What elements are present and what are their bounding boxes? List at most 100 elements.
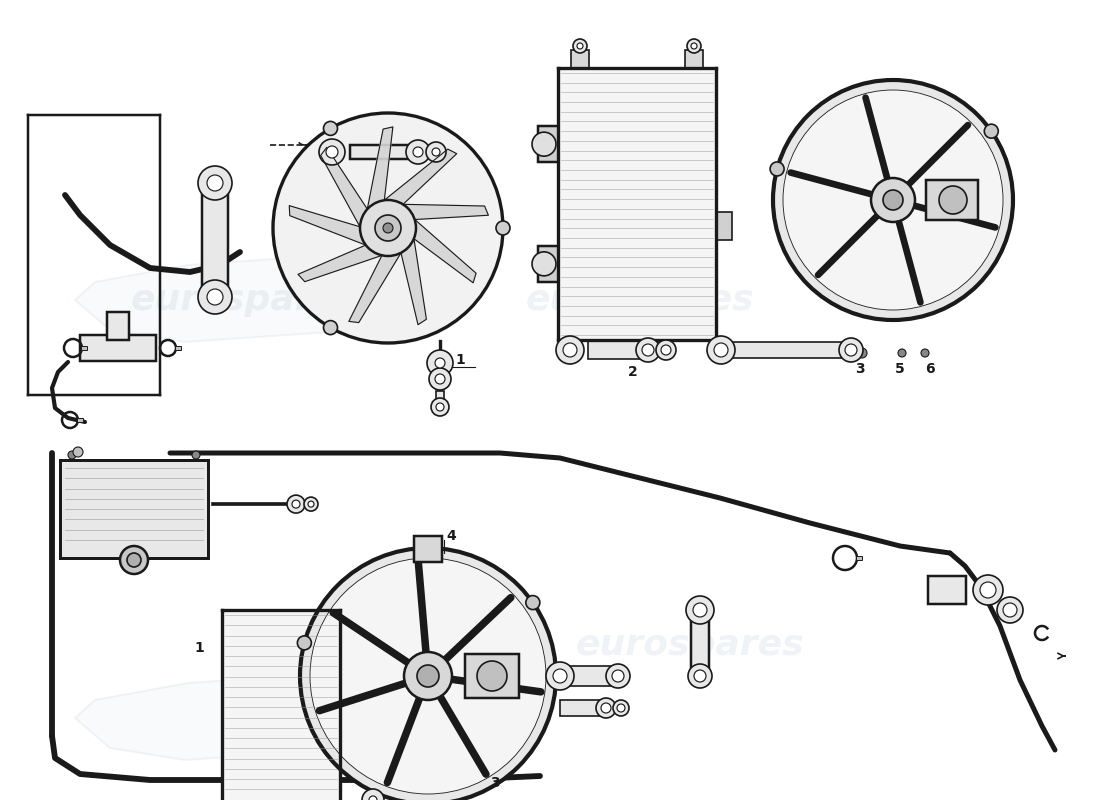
Text: eurospares: eurospares [526,283,755,317]
Circle shape [661,345,671,355]
Bar [856,556,862,560]
Circle shape [431,398,449,416]
Circle shape [404,652,452,700]
Bar [926,180,978,220]
Circle shape [773,80,1013,320]
Polygon shape [321,147,367,229]
Circle shape [323,122,338,135]
Circle shape [636,338,660,362]
Circle shape [68,451,76,459]
Circle shape [532,132,556,156]
Circle shape [974,575,1003,605]
Bar [571,50,588,68]
Bar [716,212,732,240]
Circle shape [997,597,1023,623]
Text: 4: 4 [446,529,455,543]
Circle shape [383,223,393,233]
Circle shape [578,43,583,49]
Circle shape [297,636,311,650]
Bar [81,346,87,350]
Circle shape [839,338,864,362]
Text: eurospares: eurospares [226,628,454,662]
Polygon shape [75,673,495,760]
Circle shape [427,350,453,376]
Text: 5: 5 [895,362,905,376]
Circle shape [198,280,232,314]
Circle shape [426,142,446,162]
Bar [436,391,444,403]
Circle shape [770,162,784,176]
Bar [558,68,716,340]
Circle shape [362,789,384,800]
Circle shape [980,582,996,598]
Circle shape [642,344,654,356]
Circle shape [686,596,714,624]
Circle shape [432,148,440,156]
Bar [560,700,602,716]
Circle shape [496,221,510,235]
Circle shape [921,349,929,357]
Circle shape [207,175,223,191]
Circle shape [436,403,444,411]
Polygon shape [383,149,456,205]
Text: 6: 6 [925,362,935,376]
Text: 3: 3 [855,362,865,376]
Circle shape [198,166,232,200]
Circle shape [617,704,625,712]
Circle shape [783,90,1003,310]
Polygon shape [366,127,393,211]
Circle shape [612,670,624,682]
Circle shape [207,289,223,305]
Circle shape [326,146,338,158]
Bar [928,576,966,604]
Circle shape [323,321,338,334]
Circle shape [434,358,446,368]
Circle shape [292,500,300,508]
Polygon shape [400,204,488,219]
Circle shape [606,664,630,688]
Circle shape [526,595,540,610]
Text: 1: 1 [455,353,464,367]
Circle shape [939,186,967,214]
Bar [175,346,182,350]
Circle shape [120,546,148,574]
Polygon shape [298,245,384,282]
Circle shape [596,698,616,718]
Bar [685,50,703,68]
Circle shape [553,669,566,683]
Circle shape [300,548,556,800]
Bar [560,666,615,686]
Bar [718,342,848,358]
Bar [588,341,643,359]
Circle shape [691,43,697,49]
Circle shape [656,340,676,360]
Bar [414,536,442,562]
Bar [80,335,156,361]
Circle shape [1003,603,1018,617]
Circle shape [883,190,903,210]
Circle shape [429,368,451,390]
Circle shape [273,113,503,343]
Bar [350,145,412,159]
Circle shape [857,348,867,358]
Bar [691,610,710,672]
Text: 3: 3 [490,776,499,790]
Circle shape [898,349,906,357]
Circle shape [601,703,610,713]
Circle shape [287,495,305,513]
Circle shape [694,670,706,682]
Text: 1: 1 [194,641,204,655]
Bar [77,418,82,422]
Circle shape [714,343,728,357]
Circle shape [707,336,735,364]
Polygon shape [412,218,476,282]
Polygon shape [349,251,403,322]
Circle shape [310,558,546,794]
Bar [202,185,228,295]
Bar [465,654,519,698]
Polygon shape [289,206,367,246]
Text: eurospares: eurospares [575,628,804,662]
Bar [60,460,208,558]
Circle shape [556,336,584,364]
Circle shape [304,497,318,511]
